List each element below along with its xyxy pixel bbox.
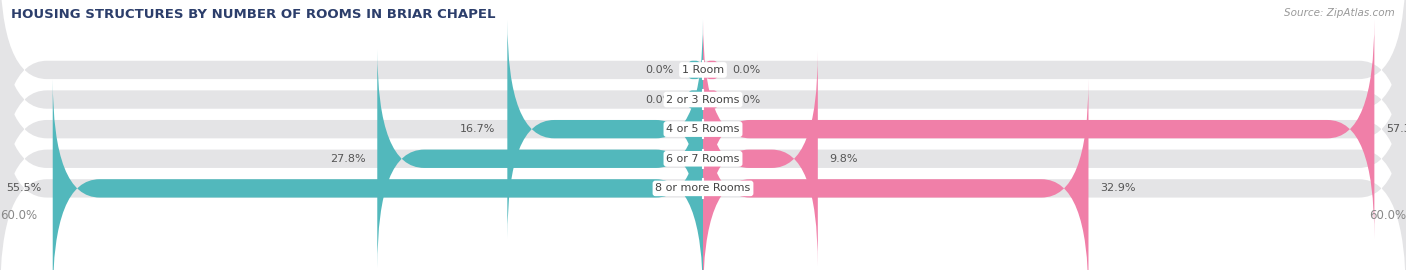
FancyBboxPatch shape: [0, 49, 1406, 268]
FancyBboxPatch shape: [53, 79, 703, 270]
Text: 57.3%: 57.3%: [1386, 124, 1406, 134]
Text: 0.0%: 0.0%: [733, 94, 761, 104]
Text: 32.9%: 32.9%: [1099, 183, 1136, 193]
FancyBboxPatch shape: [377, 49, 703, 268]
Text: 0.0%: 0.0%: [645, 94, 673, 104]
Text: 8 or more Rooms: 8 or more Rooms: [655, 183, 751, 193]
Text: 55.5%: 55.5%: [6, 183, 41, 193]
Text: 60.0%: 60.0%: [0, 208, 37, 221]
FancyBboxPatch shape: [508, 20, 703, 238]
Text: Source: ZipAtlas.com: Source: ZipAtlas.com: [1284, 8, 1395, 18]
FancyBboxPatch shape: [703, 61, 721, 79]
FancyBboxPatch shape: [703, 52, 818, 266]
Text: HOUSING STRUCTURES BY NUMBER OF ROOMS IN BRIAR CHAPEL: HOUSING STRUCTURES BY NUMBER OF ROOMS IN…: [11, 8, 496, 21]
FancyBboxPatch shape: [703, 79, 1088, 270]
Text: 4 or 5 Rooms: 4 or 5 Rooms: [666, 124, 740, 134]
Text: 2 or 3 Rooms: 2 or 3 Rooms: [666, 94, 740, 104]
Text: 27.8%: 27.8%: [330, 154, 366, 164]
Legend: Owner-occupied, Renter-occupied: Owner-occupied, Renter-occupied: [581, 266, 825, 270]
Text: 1 Room: 1 Room: [682, 65, 724, 75]
Text: 0.0%: 0.0%: [645, 65, 673, 75]
Text: 0.0%: 0.0%: [733, 65, 761, 75]
Text: 6 or 7 Rooms: 6 or 7 Rooms: [666, 154, 740, 164]
FancyBboxPatch shape: [686, 61, 703, 79]
Text: 16.7%: 16.7%: [460, 124, 496, 134]
FancyBboxPatch shape: [0, 0, 1406, 179]
Text: 60.0%: 60.0%: [1369, 208, 1406, 221]
FancyBboxPatch shape: [0, 0, 1406, 209]
FancyBboxPatch shape: [0, 20, 1406, 238]
FancyBboxPatch shape: [0, 79, 1406, 270]
Text: 9.8%: 9.8%: [830, 154, 858, 164]
FancyBboxPatch shape: [686, 90, 703, 109]
FancyBboxPatch shape: [703, 90, 721, 109]
FancyBboxPatch shape: [703, 20, 1375, 238]
